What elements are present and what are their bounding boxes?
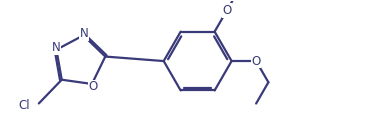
Text: O: O: [88, 80, 98, 93]
Text: N: N: [52, 41, 60, 54]
Text: Cl: Cl: [19, 99, 30, 112]
Text: N: N: [80, 27, 88, 40]
Text: O: O: [222, 4, 232, 17]
Text: O: O: [251, 55, 261, 68]
